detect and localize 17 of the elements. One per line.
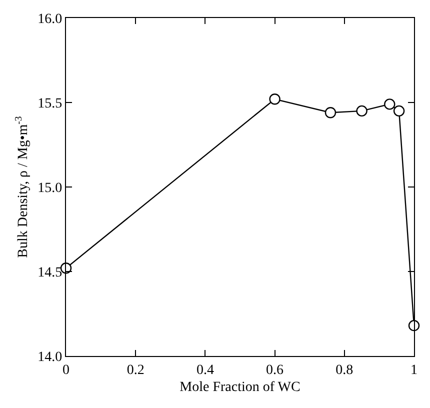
- x-tick-label: 0: [62, 362, 70, 378]
- point: [384, 98, 396, 110]
- y-tick-label: 16.0: [38, 12, 62, 27]
- x-tick-label: 1: [410, 362, 418, 378]
- x-tick-label: 0.8: [336, 362, 354, 378]
- y-tick-label: 14.5: [38, 265, 62, 280]
- y-tick-label: 15.0: [38, 180, 62, 196]
- x-tick-label: 0.2: [126, 362, 144, 378]
- x-tick-label: 0.6: [266, 362, 284, 378]
- x-axis-title: Mole Fraction of WC: [180, 380, 300, 396]
- point: [356, 105, 368, 117]
- point: [393, 105, 405, 117]
- point: [269, 94, 280, 105]
- x-tick-label: 0.4: [196, 362, 214, 378]
- y-tick-label: 15.5: [38, 96, 62, 112]
- point: [324, 107, 336, 118]
- y-tick-label: 14.0: [38, 350, 62, 365]
